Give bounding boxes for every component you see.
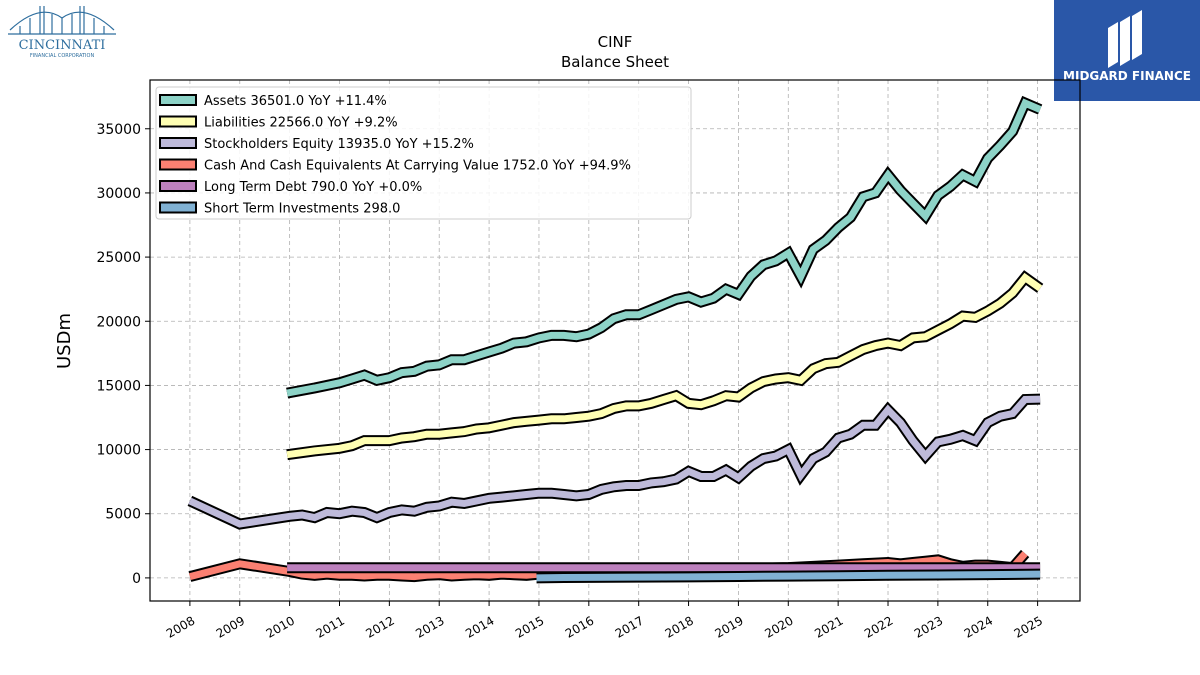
- x-tick-label: 2008: [164, 613, 197, 640]
- x-tick-label: 2010: [264, 613, 297, 640]
- x-tick-label: 2020: [762, 613, 795, 640]
- x-tick-label: 2012: [363, 613, 396, 640]
- legend-swatch: [159, 180, 197, 192]
- left-logo-sub: FINANCIAL CORPORATION: [30, 53, 95, 59]
- chart-title: CINF: [598, 33, 633, 51]
- series-line: [189, 551, 1028, 581]
- series-3: [188, 549, 1030, 583]
- legend-swatch: [159, 115, 197, 128]
- plot-frame: [149, 79, 1081, 602]
- x-axis: 2008 2009 2010 2011 2012 2013 2014 2015 2016 2017…: [164, 601, 1045, 641]
- y-tick-label: 15000: [96, 378, 141, 394]
- series-line-outline: [187, 393, 1041, 530]
- legend: Assets 36501.0 YoY +11.4% Liabilities 225…: [155, 86, 692, 220]
- series-line: [286, 98, 1042, 397]
- bridge-icon: [8, 6, 116, 35]
- x-tick-label: 2015: [513, 613, 546, 640]
- x-tick-label: 2024: [962, 613, 995, 640]
- series-1: [286, 270, 1044, 461]
- series-5: [536, 568, 1041, 584]
- series-2: [187, 393, 1041, 530]
- legend-swatch: [159, 158, 197, 171]
- legend-box: [155, 86, 692, 220]
- y-tick-label: 0: [132, 571, 141, 587]
- company-logo: CINCINNATI FINANCIAL CORPORATION: [0, 0, 125, 62]
- x-tick-label: 2016: [563, 613, 596, 640]
- left-logo-name: CINCINNATI: [19, 38, 106, 53]
- legend-swatch: [159, 94, 197, 106]
- series-layer: [187, 95, 1044, 584]
- y-tick-label: 10000: [96, 443, 141, 459]
- series-line: [188, 395, 1041, 528]
- right-logo-name: MIDGARD FINANCE: [1063, 69, 1191, 83]
- legend-swatch: [159, 201, 197, 214]
- legend-entry: Stockholders Equity 13935.0 YoY +15.2%: [204, 137, 474, 152]
- chart-subtitle: Balance Sheet: [561, 53, 669, 71]
- series-line: [286, 272, 1043, 459]
- legend-entry: Long Term Debt 790.0 YoY +0.0%: [204, 180, 422, 195]
- midgard-emblem-icon: [1108, 10, 1142, 68]
- x-tick-label: 2025: [1012, 613, 1045, 640]
- y-tick-label: 5000: [105, 507, 141, 523]
- legend-entry: Cash And Cash Equivalents At Carrying Va…: [204, 159, 631, 174]
- x-tick-label: 2019: [712, 613, 745, 640]
- legend-entry: Short Term Investments 298.0: [204, 202, 400, 217]
- x-tick-label: 2009: [214, 613, 247, 640]
- y-tick-label: 20000: [96, 314, 141, 330]
- x-tick-label: 2017: [613, 613, 646, 640]
- legend-swatch: [159, 137, 197, 149]
- sponsor-logo: MIDGARD FINANCE: [1054, 0, 1200, 101]
- legend-entry: Assets 36501.0 YoY +11.4%: [204, 94, 387, 109]
- x-tick-label: 2023: [912, 613, 945, 640]
- y-axis: 0 5000 10000 15000 20000 25000 30000 35000: [96, 122, 150, 587]
- x-tick-label: 2013: [413, 613, 446, 640]
- y-tick-label: 25000: [96, 250, 141, 266]
- series-line: [536, 570, 1041, 582]
- y-axis-label: USDm: [54, 313, 75, 369]
- x-tick-label: 2014: [463, 613, 496, 640]
- legend-entry: Liabilities 22566.0 YoY +9.2%: [204, 116, 398, 131]
- x-tick-label: 2018: [663, 613, 696, 640]
- series-0: [286, 95, 1043, 399]
- x-tick-label: 2022: [862, 613, 895, 640]
- x-tick-label: 2011: [314, 613, 347, 640]
- x-tick-label: 2021: [812, 613, 845, 640]
- y-tick-label: 30000: [96, 186, 141, 202]
- y-tick-label: 35000: [96, 122, 141, 138]
